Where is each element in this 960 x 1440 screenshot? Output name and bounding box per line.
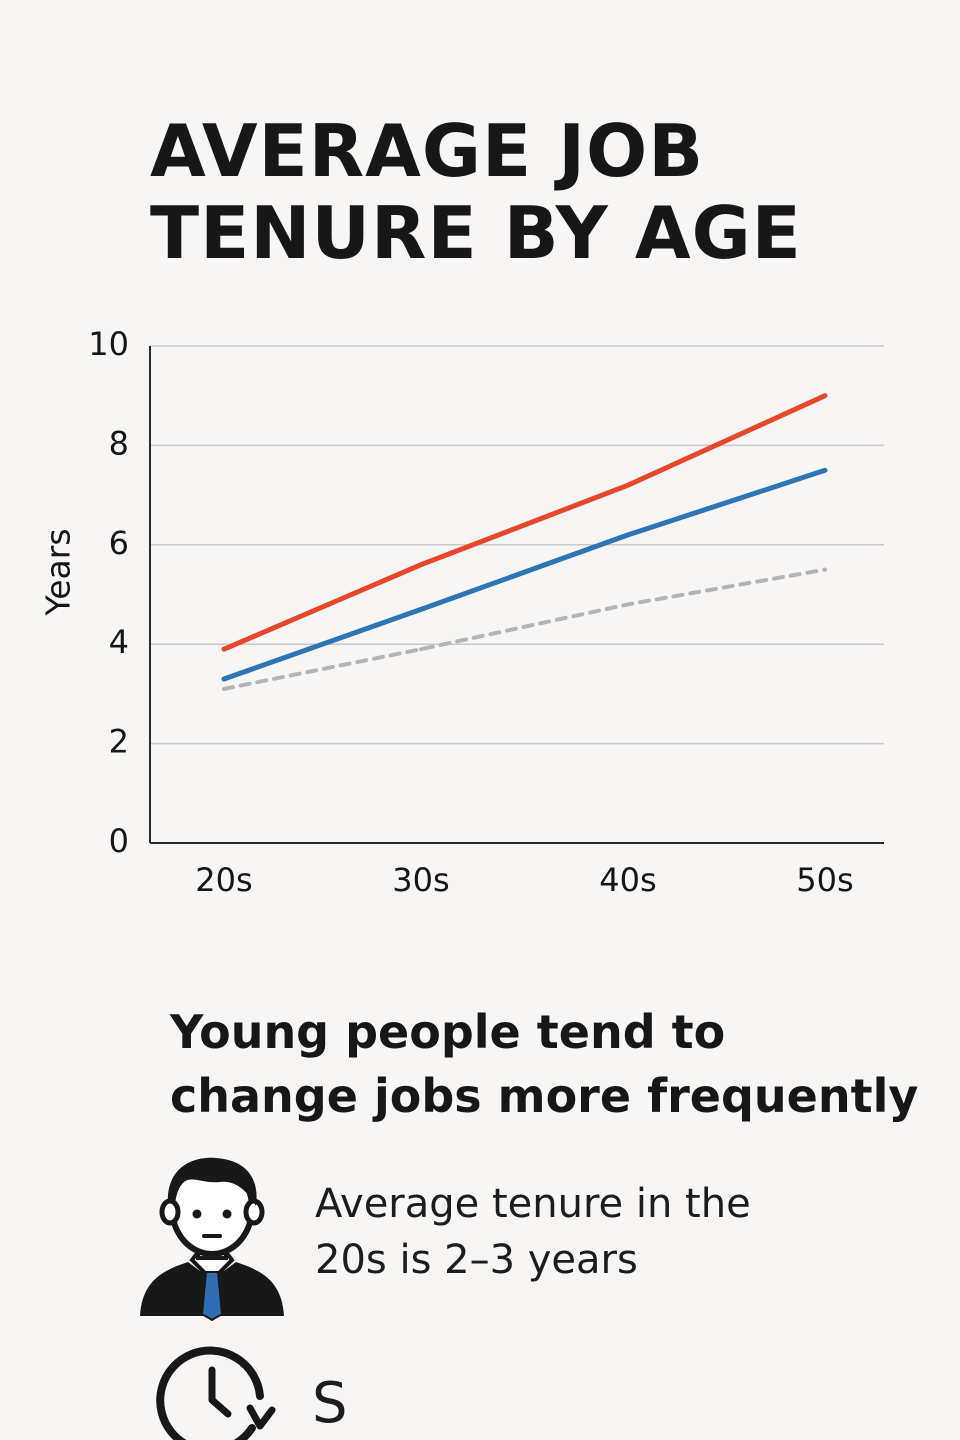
y-tick-label: 4 [109,623,129,661]
title-line-2: TENURE BY AGE [150,191,802,275]
data-point [823,393,827,398]
fact-tenure-20s: Average tenure in the 20s is 2–3 years [315,1176,935,1288]
page-title: AVERAGE JOB TENURE BY AGE [150,110,910,274]
data-point [823,468,827,473]
data-point [823,567,827,572]
title-line-1: AVERAGE JOB [150,109,705,193]
subtitle: Young people tend to change jobs more fr… [170,1000,950,1128]
y-tick-label: 0 [109,822,129,860]
tenure-line-chart: 0 2 4 6 8 10 20s 30s 40s 50s Years [39,325,884,899]
data-point [419,562,423,567]
y-tick-label: 10 [88,325,129,363]
data-point [419,607,423,612]
series-line-2 [221,467,828,682]
series-line-3 [222,567,827,691]
fact-line-2: 20s is 2–3 years [315,1237,638,1283]
chart-series [221,393,828,691]
x-tick-label: 30s [392,861,449,899]
subtitle-line-2: change jobs more frequently [170,1069,919,1123]
y-tick-label: 6 [109,524,129,562]
data-point [626,483,630,488]
businessman-icon [140,1157,284,1322]
data-point [222,647,226,652]
y-axis-label: Years [39,528,78,616]
data-point [222,677,226,681]
y-tick-label: 2 [109,723,129,761]
data-point [222,686,226,691]
x-tick-label: 50s [796,861,853,899]
chart-axes [149,346,884,844]
data-point [626,602,630,607]
chart-tick-labels: 0 2 4 6 8 10 20s 30s 40s 50s [88,325,853,899]
clock-icon [156,1346,276,1440]
y-tick-label: 8 [109,424,129,462]
fact-2-text: S [312,1371,348,1436]
x-tick-label: 20s [195,861,252,899]
series-line-1 [221,393,828,652]
fact-line-1: Average tenure in the [315,1181,751,1227]
data-point [626,532,630,537]
x-tick-label: 40s [599,861,656,899]
subtitle-line-1: Young people tend to [170,1005,726,1059]
data-point [419,647,423,652]
chart-gridlines [150,345,884,745]
